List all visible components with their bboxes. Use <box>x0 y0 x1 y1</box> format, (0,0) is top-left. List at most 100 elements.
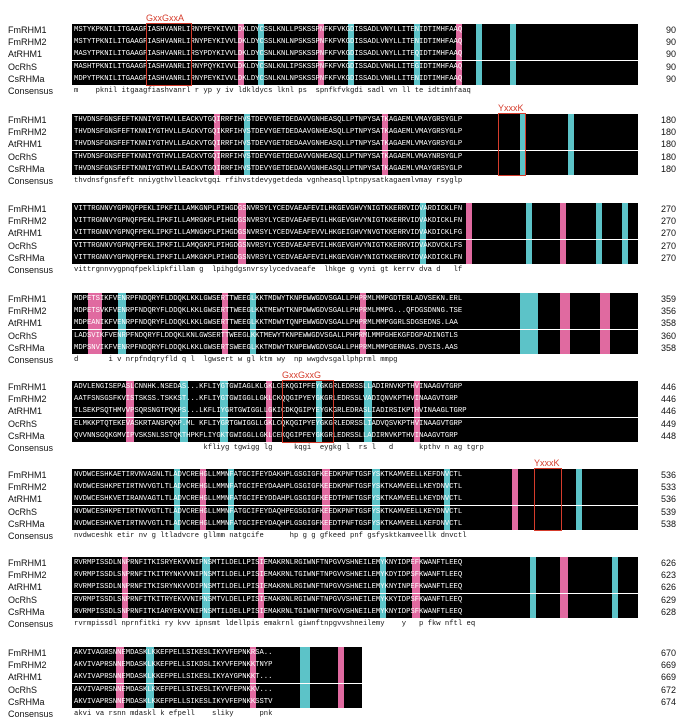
residue-count: 536 <box>660 494 676 505</box>
similarity-highlight <box>444 493 450 506</box>
similarity-highlight <box>596 215 602 228</box>
similarity-highlight <box>360 329 366 342</box>
similarity-highlight <box>560 227 566 240</box>
similarity-highlight <box>576 469 582 481</box>
consensus-sequence: rvrmpissdl nprnfitki ry kvv ipnsmt ldell… <box>74 620 476 628</box>
residue-count: 360 <box>660 330 676 341</box>
sequence-name: AtRHM1 <box>8 318 43 329</box>
sequence-name: OcRhS <box>8 330 38 341</box>
residue-count: 358 <box>660 342 676 353</box>
similarity-highlight <box>118 293 126 305</box>
similarity-highlight <box>250 329 256 342</box>
residue-count: 270 <box>660 228 676 239</box>
similarity-highlight <box>88 305 102 318</box>
residue-count: 446 <box>660 382 676 392</box>
similarity-highlight <box>380 581 386 594</box>
sequence-track <box>72 481 638 494</box>
similarity-highlight <box>174 481 180 494</box>
similarity-highlight <box>258 72 264 85</box>
sequence-residues: THVDNSFGNSFEFTKNNIYGTHVLLEACKVTGQIRRFIHV… <box>74 116 463 124</box>
similarity-highlight <box>360 341 366 354</box>
sequence-residues: VITTRGNNVYGPNQFPEKLIPKFILLAMRGKPLPIHGDGS… <box>74 217 463 226</box>
similarity-highlight <box>360 317 366 330</box>
residue-count: 672 <box>660 684 676 695</box>
similarity-highlight <box>318 72 324 85</box>
similarity-highlight <box>520 317 538 330</box>
similarity-highlight <box>414 72 420 85</box>
sequence-residues: MSTYKPKNILITGAAGFIASHVANRLIRNYPEYKIVVLDK… <box>74 26 463 34</box>
similarity-highlight <box>466 227 472 240</box>
similarity-highlight <box>348 24 354 36</box>
sequence-name: OcRhS <box>8 418 38 429</box>
similarity-highlight <box>530 569 536 582</box>
similarity-highlight <box>560 203 566 215</box>
sequence-track <box>72 48 638 61</box>
consensus-sequence: akvi va rsnn mdaskl k efpell sliky pnk <box>74 710 273 718</box>
sequence-name: FmRHM2 <box>8 482 47 493</box>
similarity-highlight <box>244 114 250 126</box>
sequence-residues: AKVIVAPRSNNEMDASKLKKEFPELLSIKESLIKYVFEPN… <box>74 697 273 706</box>
consensus-label: Consensus <box>8 619 54 629</box>
similarity-highlight <box>202 605 210 618</box>
similarity-highlight <box>364 405 372 418</box>
similarity-highlight <box>318 60 324 73</box>
similarity-highlight <box>214 162 220 175</box>
similarity-highlight <box>214 138 220 151</box>
sequence-residues: AATFSNSGSFKVISTSKSS.TSKKST...KFLIYGTGWIG… <box>74 395 458 404</box>
similarity-highlight <box>414 381 420 393</box>
sequence-name: AtRHM1 <box>8 494 43 505</box>
residue-count: 670 <box>660 648 676 658</box>
similarity-highlight <box>300 659 310 672</box>
similarity-highlight <box>612 605 618 618</box>
similarity-highlight <box>220 429 228 442</box>
sequence-name: OcRhS <box>8 151 38 162</box>
similarity-highlight <box>510 36 516 49</box>
sequence-name: CsRHMa <box>8 163 45 174</box>
similarity-highlight <box>456 48 462 61</box>
sequence-track <box>72 215 638 228</box>
sequence-name: FmRHM2 <box>8 37 47 48</box>
similarity-highlight <box>364 429 372 442</box>
motif-box <box>146 23 192 86</box>
sequence-name: FmRHM2 <box>8 660 47 671</box>
sequence-track <box>72 72 638 85</box>
similarity-highlight <box>456 24 462 36</box>
similarity-highlight <box>202 557 210 569</box>
similarity-highlight <box>146 659 154 672</box>
similarity-highlight <box>600 305 610 318</box>
similarity-highlight <box>596 251 602 264</box>
similarity-highlight <box>420 251 426 264</box>
similarity-highlight <box>116 659 124 672</box>
similarity-highlight <box>258 36 264 49</box>
sequence-name: FmRHM2 <box>8 570 47 581</box>
sequence-residues: MDPSNVIKFVENRPFNDQRYFLDDQKLKKLGWSERTSWEE… <box>74 343 458 352</box>
sequence-track <box>72 114 638 126</box>
similarity-highlight <box>238 24 244 36</box>
similarity-highlight <box>382 162 388 175</box>
motif-label: YxxxK <box>534 458 560 468</box>
sequence-name: CsRHMa <box>8 606 45 617</box>
similarity-highlight <box>180 393 188 406</box>
similarity-highlight <box>600 293 610 305</box>
similarity-highlight <box>258 581 264 594</box>
residue-count: 539 <box>660 506 676 517</box>
similarity-highlight <box>560 305 570 318</box>
similarity-highlight <box>560 239 566 252</box>
similarity-highlight <box>526 239 532 252</box>
similarity-highlight <box>250 305 256 318</box>
consensus-label: Consensus <box>8 531 54 541</box>
residue-count: 270 <box>660 252 676 263</box>
sequence-residues: NVDWCESHKVETIRANVAGTLTLADVCREHGLLMMNFATG… <box>74 495 463 504</box>
sequence-track <box>72 36 638 49</box>
similarity-highlight <box>228 493 234 506</box>
similarity-highlight <box>228 469 234 481</box>
sequence-track <box>72 24 638 36</box>
similarity-highlight <box>250 293 256 305</box>
sequence-residues: RVRMPISSDLSNPRNFITKIARYEKVVNIPNSMTILDELL… <box>74 607 463 616</box>
residue-count: 90 <box>665 49 676 60</box>
sequence-track <box>72 341 638 354</box>
consensus-sequence: nvdwceshk etir nv g ltladvcre gllmm natg… <box>74 532 467 540</box>
similarity-highlight <box>200 481 206 494</box>
sequence-residues: VITTRGNNVYGPNQFPEKLIPKFILLAMQGKPLPIHGDGS… <box>74 241 463 250</box>
residue-count: 626 <box>660 582 676 593</box>
